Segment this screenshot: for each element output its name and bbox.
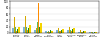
Bar [70,30,71,33]
Bar [39,27,40,33]
Bar [40,23,42,33]
Bar [50,30,51,33]
Bar [16,31,17,33]
Bar [72,29,73,33]
Bar [69,27,70,33]
Bar [78,32,80,33]
Bar [61,30,62,33]
Bar [81,32,82,33]
Bar [26,27,27,33]
Bar [18,27,20,33]
Bar [15,27,16,33]
Bar [12,28,14,33]
Bar [56,30,58,33]
Bar [17,29,18,33]
Bar [94,32,95,33]
Bar [34,30,36,33]
Bar [48,31,49,33]
Bar [28,28,29,33]
Bar [89,32,90,33]
Bar [90,32,92,33]
Bar [14,17,15,33]
Bar [67,30,69,33]
Bar [38,3,39,33]
Bar [58,28,59,33]
Bar [83,31,84,33]
Bar [59,31,60,33]
Bar [73,28,75,33]
Bar [37,22,38,33]
Bar [45,31,47,33]
Bar [25,16,26,33]
Bar [36,28,37,33]
Bar [23,27,25,33]
Bar [71,31,72,33]
Bar [60,31,61,33]
Bar [62,29,64,33]
Bar [84,31,86,33]
Bar [51,31,53,33]
Bar [82,32,83,33]
Bar [49,32,50,33]
Bar [95,32,97,33]
Bar [27,30,28,33]
Bar [29,25,31,33]
Bar [92,32,93,33]
Bar [47,32,48,33]
Bar [80,30,81,33]
